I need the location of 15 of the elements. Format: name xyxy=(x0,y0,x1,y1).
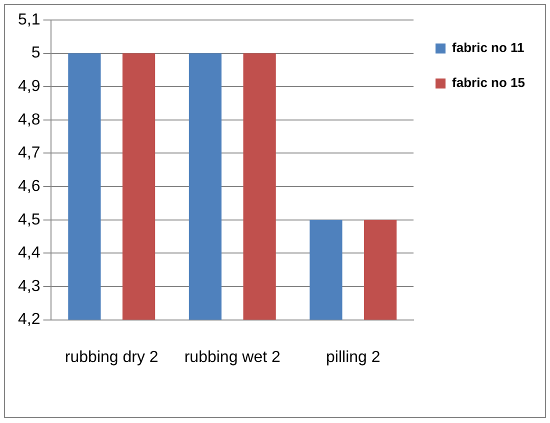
y-tick-label: 4,4 xyxy=(18,244,40,262)
x-tick-label: rubbing wet 2 xyxy=(184,348,281,366)
y-tick-label: 4,5 xyxy=(18,211,40,228)
y-tick-label: 4,3 xyxy=(18,278,40,295)
y-tick-label: 4,7 xyxy=(18,144,40,162)
legend-label: fabric no 15 xyxy=(452,75,525,90)
x-tick-label: rubbing dry 2 xyxy=(64,348,158,366)
y-tick-label: 4,8 xyxy=(18,111,40,128)
legend-label: fabric no 11 xyxy=(452,40,524,56)
x-tick-label: pilling 2 xyxy=(326,348,380,366)
y-tick-label: 4,9 xyxy=(18,78,40,96)
y-tick-label: 4,2 xyxy=(18,311,40,328)
y-tick-label: 5,1 xyxy=(18,11,40,28)
y-tick-label: 4,6 xyxy=(18,178,40,195)
y-tick-label: 5 xyxy=(31,44,40,62)
